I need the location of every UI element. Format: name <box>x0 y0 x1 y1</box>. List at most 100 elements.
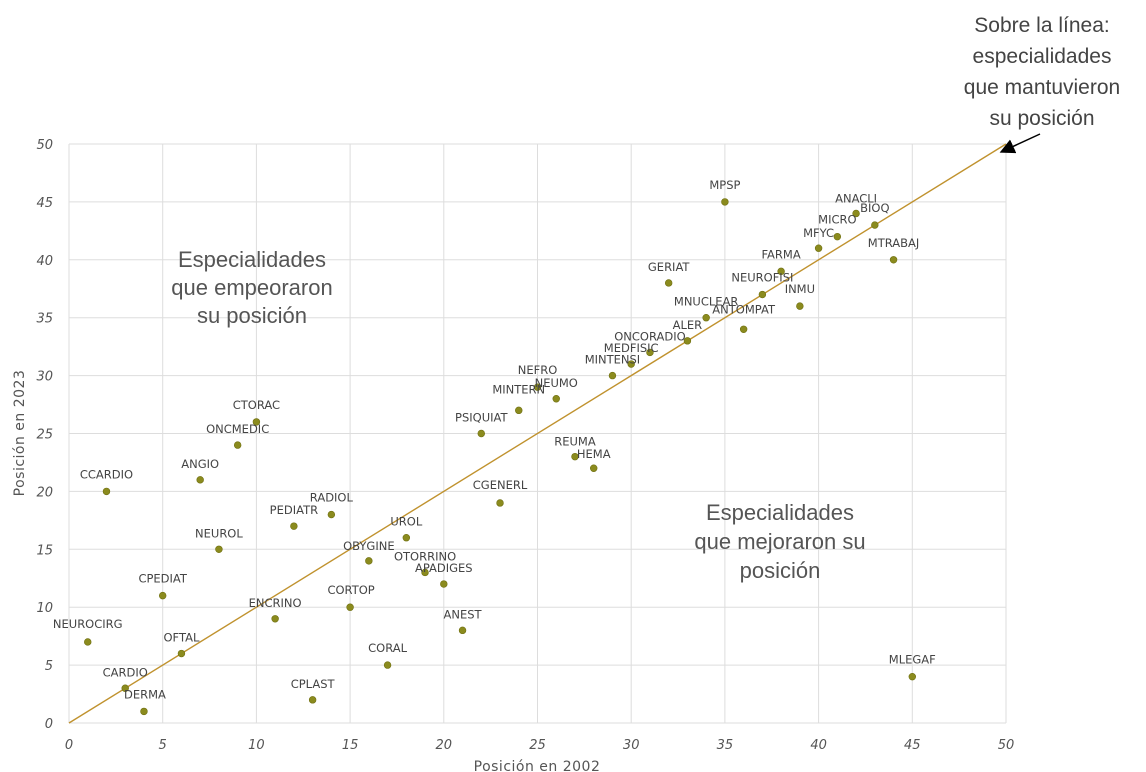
data-point <box>402 534 411 542</box>
point-label: ANEST <box>444 607 483 621</box>
data-point <box>290 522 298 530</box>
point-label: NEUROCIRG <box>53 617 123 631</box>
x-tick-label: 50 <box>998 738 1015 753</box>
point-label: NEUROL <box>195 526 243 540</box>
grid <box>68 143 1007 724</box>
y-axis: 0 5 10 15 20 25 30 35 40 45 50 <box>36 138 53 732</box>
point-label: CARDIO <box>103 665 148 679</box>
point-label: OBYGINE <box>343 539 395 553</box>
y-tick-label: 50 <box>36 138 53 153</box>
point-labels: NEUROCIRG CCARDIO CARDIO DERMA CPEDIAT OFTAL A… <box>53 178 936 702</box>
point-label: DERMA <box>124 687 166 701</box>
y-tick-label: 20 <box>36 485 53 500</box>
point-label: MFYC <box>803 226 834 240</box>
point-label: ANGIO <box>181 457 219 471</box>
point-label: NEUMO <box>535 376 578 390</box>
point-label: PSIQUIAT <box>455 411 508 425</box>
point-label: MPSP <box>709 178 740 192</box>
data-point <box>552 395 560 403</box>
data-point <box>159 591 167 600</box>
line-note-annotation: Sobre la línea: especialidades que mantu… <box>964 14 1120 130</box>
data-point <box>814 244 823 252</box>
point-label: NEUROFISI <box>731 271 793 285</box>
point-label: APADIGES <box>415 561 473 575</box>
point-label: MNUCLEAR <box>674 295 739 309</box>
point-label: HEMA <box>577 447 611 461</box>
lower-region-line-2: que mejoraron su <box>694 529 865 554</box>
line-note-line-4: su posición <box>989 107 1094 130</box>
data-point <box>908 672 916 681</box>
point-label: BIOQ <box>860 201 889 215</box>
lower-region-line-3: posición <box>740 558 821 583</box>
x-tick-label: 45 <box>904 738 921 753</box>
line-note-arrow <box>999 133 1041 154</box>
x-tick-label: 10 <box>248 738 265 753</box>
data-point <box>121 684 129 692</box>
data-point <box>365 557 373 565</box>
y-axis-label: Posición en 2023 <box>12 370 28 497</box>
reference-line <box>68 143 1007 724</box>
data-point <box>140 707 148 716</box>
upper-region-line-2: que empeoraron <box>171 275 332 300</box>
y-tick-label: 25 <box>36 428 53 443</box>
point-label: CCARDIO <box>80 467 133 481</box>
y-tick-label: 30 <box>36 370 53 385</box>
data-point <box>739 325 748 333</box>
data-point <box>871 221 879 229</box>
point-label: MINTENSI <box>585 353 641 367</box>
point-label: REUMA <box>554 435 596 449</box>
y-tick-label: 15 <box>36 543 53 558</box>
data-point <box>84 638 92 646</box>
point-label: ALER <box>673 318 703 332</box>
data-point <box>515 406 523 415</box>
data-point <box>102 487 111 496</box>
point-label: ANACLI <box>835 191 877 205</box>
point-label: CPEDIAT <box>138 572 187 586</box>
data-point <box>758 290 767 299</box>
y-tick-label: 40 <box>36 254 53 269</box>
data-point <box>458 626 467 635</box>
data-point <box>177 649 186 658</box>
data-point <box>777 267 785 276</box>
data-point <box>252 418 261 426</box>
data-point <box>664 279 673 287</box>
point-label: ENCRINO <box>249 596 302 610</box>
x-tick-label: 5 <box>159 738 167 753</box>
lower-region-line-1: Especialidades <box>706 500 854 525</box>
point-label: GERIAT <box>648 260 691 274</box>
point-label: ONCMEDIC <box>206 422 269 436</box>
data-point <box>683 337 692 345</box>
x-tick-label: 15 <box>342 738 359 753</box>
data-point <box>721 198 729 206</box>
data-point <box>196 476 204 484</box>
point-label: CPLAST <box>291 677 336 691</box>
data-point <box>533 383 542 391</box>
y-tick-label: 10 <box>36 601 53 616</box>
data-point <box>308 696 317 704</box>
data-point <box>571 452 579 461</box>
data-point <box>215 545 223 553</box>
data-points <box>84 198 916 716</box>
data-point <box>233 441 242 449</box>
point-label: NEFRO <box>518 363 558 377</box>
upper-region-line-1: Especialidades <box>178 247 326 272</box>
upper-region-line-3: su posición <box>197 303 307 328</box>
point-label: CORTOP <box>327 583 374 597</box>
point-label: OFTAL <box>164 631 200 645</box>
data-point <box>796 302 804 310</box>
x-tick-label: 35 <box>717 738 734 753</box>
data-point <box>383 661 392 669</box>
y-tick-label: 35 <box>36 312 53 327</box>
point-label: OTORRINO <box>394 549 456 563</box>
data-point <box>646 348 654 357</box>
data-point <box>608 371 617 380</box>
data-point <box>271 615 279 623</box>
x-axis: 0 5 10 15 20 25 30 35 40 45 50 <box>65 738 1014 753</box>
y-tick-label: 5 <box>45 659 53 674</box>
line-note-line-2: especialidades <box>973 45 1112 68</box>
point-label: MLEGAF <box>889 653 936 667</box>
data-point <box>346 603 354 611</box>
point-label: ANTOMPAT <box>712 302 776 316</box>
data-point <box>889 256 898 264</box>
point-label: CORAL <box>368 641 407 655</box>
